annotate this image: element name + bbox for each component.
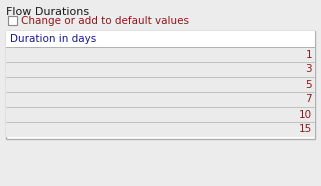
Text: Flow Durations: Flow Durations — [6, 7, 89, 17]
Bar — [6, 92, 315, 107]
Text: 1: 1 — [305, 49, 312, 60]
Bar — [8, 16, 17, 25]
Text: Duration in days: Duration in days — [10, 34, 96, 44]
Text: 15: 15 — [299, 124, 312, 134]
Text: 7: 7 — [305, 94, 312, 105]
Bar — [6, 122, 315, 137]
Text: Change or add to default values: Change or add to default values — [21, 15, 189, 25]
Text: 3: 3 — [305, 65, 312, 75]
Bar — [6, 107, 315, 122]
Text: 10: 10 — [299, 110, 312, 119]
Bar — [6, 62, 315, 77]
Bar — [6, 31, 315, 139]
Text: 5: 5 — [305, 79, 312, 89]
Bar — [6, 77, 315, 92]
Bar — [6, 47, 315, 62]
Bar — [6, 31, 315, 47]
